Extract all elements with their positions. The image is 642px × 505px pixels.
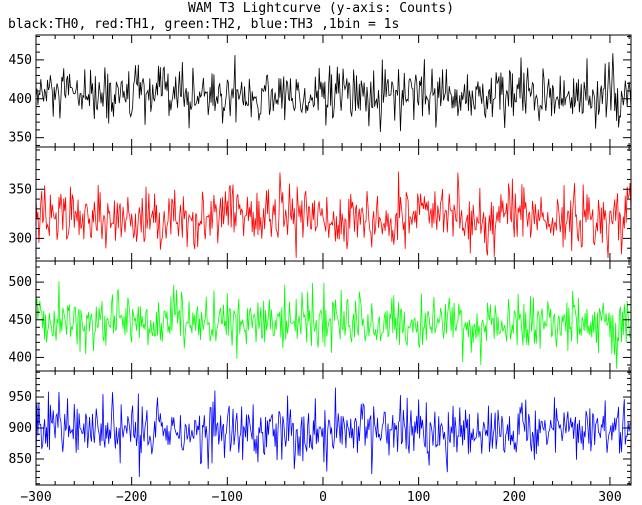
y-tick-label: 850: [9, 452, 32, 467]
x-tick-label: 300: [598, 490, 621, 505]
series-th1: [36, 171, 631, 259]
x-tick-label: 100: [407, 490, 430, 505]
series-th3: [36, 387, 631, 477]
y-tick-label: 400: [9, 92, 32, 107]
y-tick-label: 500: [9, 275, 32, 290]
y-tick-label: 400: [9, 350, 32, 365]
series-th2: [36, 281, 631, 369]
chart-title: WAM T3 Lightcurve (y-axis: Counts): [187, 1, 455, 16]
y-tick-label: 450: [9, 53, 32, 68]
panel-th2: 400 450 500: [9, 260, 632, 372]
x-tick-label: −200: [116, 490, 147, 505]
x-tick-label: 200: [503, 490, 526, 505]
panel-frame: [35, 34, 632, 148]
panel-th0: 350 400 450: [9, 34, 632, 148]
panels-group: 350 400 450 300 350 400 450 500 850 900 950: [9, 34, 632, 486]
y-tick-label: 950: [9, 390, 32, 405]
x-axis: −300 −200 −100 0 100 200 300: [20, 490, 621, 505]
panel-th3: 850 900 950: [9, 370, 632, 486]
y-tick-label: 450: [9, 313, 32, 328]
y-tick-label: 300: [9, 231, 32, 246]
y-tick-label: 350: [9, 131, 32, 146]
x-tick-label: −100: [212, 490, 243, 505]
x-tick-label: −300: [20, 490, 51, 505]
y-tick-label: 900: [9, 421, 32, 436]
chart-subtitle: black:TH0, red:TH1, green:TH2, blue:TH3 …: [8, 17, 400, 32]
y-tick-label: 350: [9, 182, 32, 197]
panel-frame: [35, 370, 632, 486]
series-th0: [36, 53, 631, 133]
x-tick-label: 0: [319, 490, 327, 505]
panel-th1: 300 350: [9, 146, 632, 262]
